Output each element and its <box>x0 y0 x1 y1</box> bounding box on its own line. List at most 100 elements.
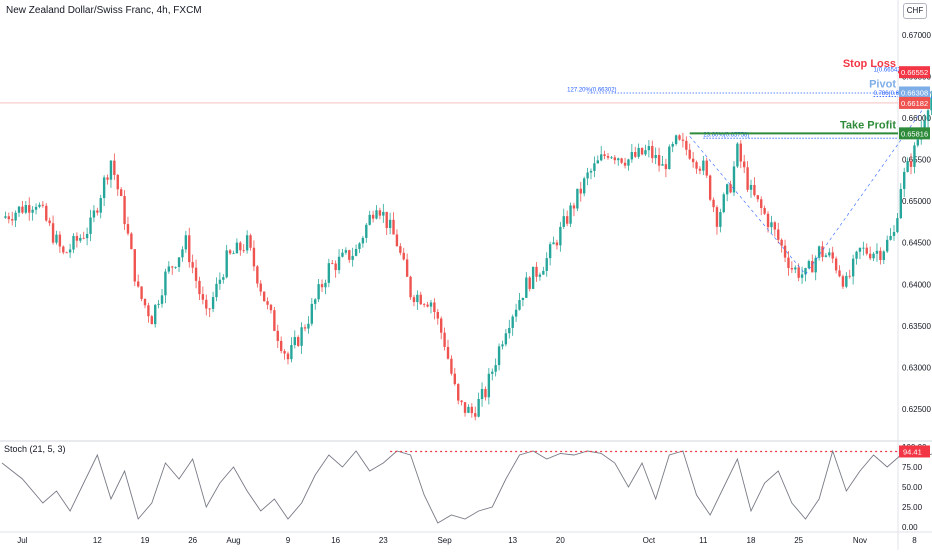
candle-body <box>821 246 824 257</box>
candle-body <box>157 303 160 305</box>
candle-body <box>572 205 576 209</box>
candle-body <box>279 340 283 352</box>
candle-body <box>140 286 143 299</box>
candle-body <box>814 257 817 273</box>
candle-body <box>24 205 28 213</box>
candle-body <box>242 250 245 252</box>
candle-body <box>348 250 351 260</box>
candle-body <box>14 212 17 221</box>
time-tick-label: Aug <box>226 536 240 545</box>
candle-body <box>722 194 725 213</box>
candle-body <box>708 175 712 200</box>
candle-body <box>375 210 378 219</box>
stoch-tick-label: 25.00 <box>902 503 923 512</box>
candle-body <box>412 297 416 303</box>
candle-body <box>834 258 838 271</box>
candle-body <box>671 143 674 147</box>
candle-body <box>436 312 439 319</box>
candle-body <box>634 152 637 157</box>
candle-body <box>382 211 385 216</box>
candle-body <box>439 318 443 333</box>
candle-body <box>514 309 518 317</box>
candle-body <box>518 300 521 310</box>
time-tick-label: 25 <box>794 536 803 545</box>
candle-body <box>770 222 773 228</box>
candle-body <box>293 337 296 346</box>
candle-body <box>729 184 732 193</box>
candle-body <box>739 143 742 162</box>
candle-body <box>365 224 368 238</box>
candle-body <box>725 184 729 195</box>
candle-body <box>116 174 119 190</box>
candle-body <box>562 216 565 227</box>
candle-body <box>72 235 75 250</box>
candle-body <box>797 267 800 278</box>
candle-body <box>416 294 419 303</box>
time-tick-label: 13 <box>508 536 517 545</box>
candle-body <box>654 155 657 159</box>
candle-body <box>119 189 123 196</box>
candle-body <box>579 188 582 194</box>
time-tick-label: Nov <box>853 536 867 545</box>
candle-body <box>419 294 422 305</box>
candle-body <box>297 337 300 346</box>
candle-body <box>678 135 681 140</box>
price-badge-label: 0.66552 <box>901 68 928 77</box>
candle-body <box>875 250 879 254</box>
candle-body <box>845 275 848 287</box>
candle-body <box>613 157 617 161</box>
currency-badge[interactable]: CHF <box>903 3 927 19</box>
price-tick-label: 0.66000 <box>902 114 931 123</box>
candle-body <box>593 163 596 171</box>
candle-body <box>777 229 780 240</box>
level-label: Pivot <box>869 78 896 90</box>
current-price-label: 0.66182 <box>901 99 928 108</box>
candle-body <box>651 146 654 159</box>
fib-level-label: 127.20%(0.66302) <box>567 87 616 93</box>
stoch-line <box>1 449 932 524</box>
time-tick-label: 9 <box>286 536 291 545</box>
candle-body <box>433 302 436 312</box>
candle-body <box>555 242 559 246</box>
candle-body <box>545 258 548 271</box>
candle-body <box>685 140 688 150</box>
time-tick-label: 20 <box>556 536 565 545</box>
candle-body <box>28 205 31 213</box>
candle-body <box>804 268 807 275</box>
time-tick-label: 19 <box>141 536 150 545</box>
candle-body <box>324 282 327 288</box>
stoch-tick-label: 50.00 <box>902 483 923 492</box>
candle-body <box>525 277 528 298</box>
candle-body <box>800 274 804 278</box>
candle-body <box>167 266 171 272</box>
candle-body <box>892 232 896 236</box>
fib-level-label: 0.786(0.66260) <box>874 91 915 97</box>
candle-body <box>256 266 259 284</box>
candle-body <box>239 242 242 251</box>
stoch-tick-label: 0.00 <box>902 523 918 532</box>
candle-body <box>903 171 906 189</box>
time-tick-label: Jul <box>17 536 27 545</box>
candle-body <box>130 233 133 250</box>
candle-body <box>218 279 222 284</box>
candle-body <box>395 234 399 247</box>
candle-body <box>228 250 232 254</box>
candle-body <box>790 268 794 270</box>
candle-body <box>55 234 58 243</box>
candle-body <box>688 149 691 159</box>
candle-body <box>923 120 926 128</box>
candle-body <box>712 199 715 208</box>
candle-body <box>358 243 361 249</box>
candle-body <box>405 259 409 277</box>
candle-body <box>392 219 395 235</box>
candle-body <box>259 283 262 292</box>
candle-body <box>290 345 293 360</box>
price-tick-label: 0.63000 <box>902 363 931 372</box>
candle-body <box>743 161 746 168</box>
candle-body <box>872 253 875 259</box>
candle-body <box>467 406 470 413</box>
candle-body <box>245 235 249 251</box>
candle-body <box>736 143 739 167</box>
